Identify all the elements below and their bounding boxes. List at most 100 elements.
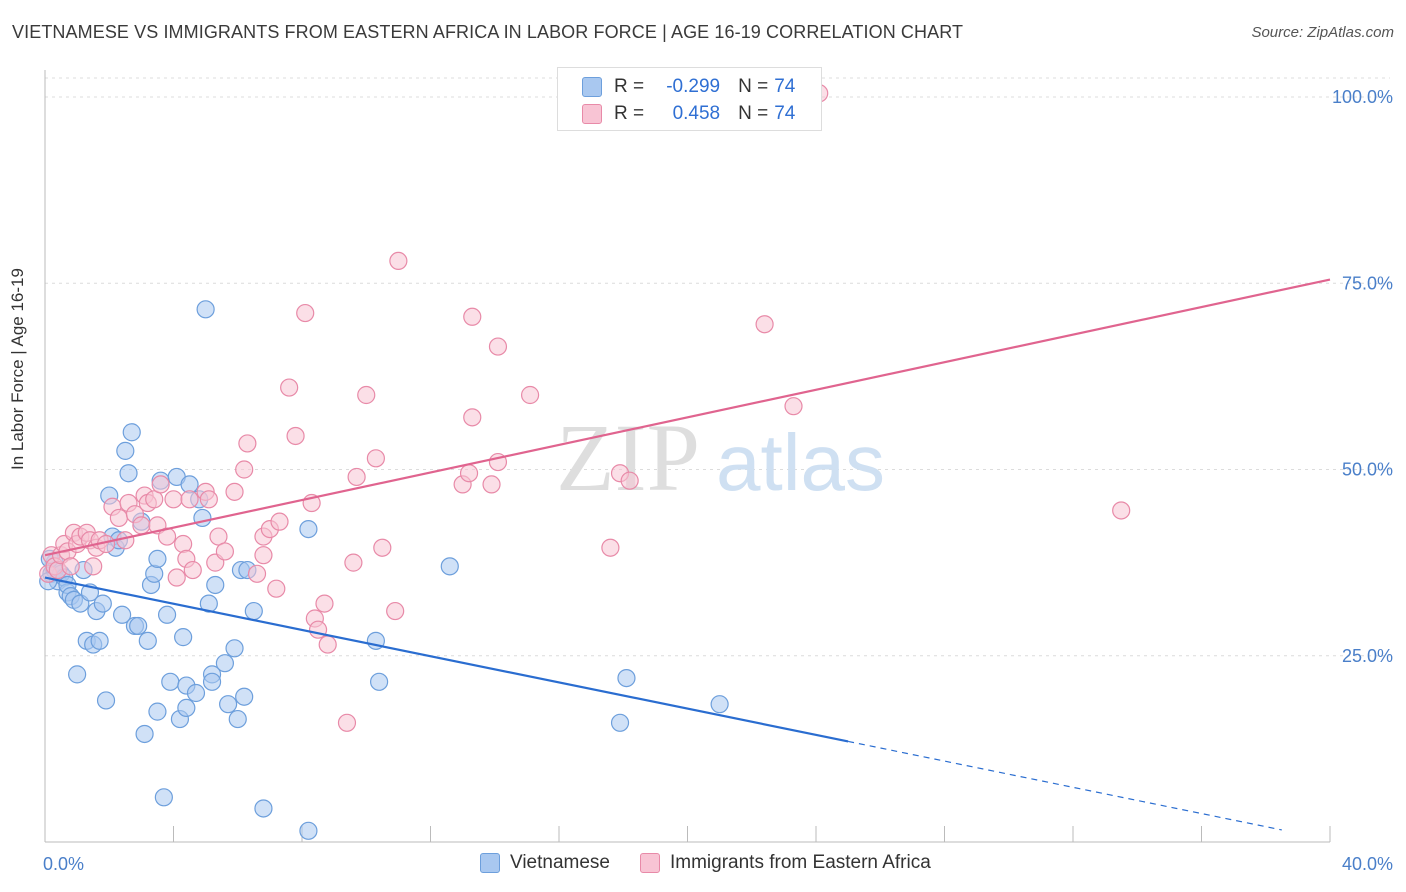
- y-tick-label: 50.0%: [1342, 460, 1393, 480]
- point-vietnamese: [119, 464, 138, 483]
- point-eastern-africa: [280, 378, 299, 397]
- point-eastern-africa: [357, 385, 376, 405]
- series-label-vietnamese: Vietnamese: [510, 852, 610, 873]
- legend-n-value: 74: [774, 76, 796, 97]
- point-eastern-africa: [183, 560, 202, 580]
- series-swatch-vietnamese: [480, 853, 500, 873]
- point-vietnamese: [219, 695, 238, 714]
- point-eastern-africa: [488, 337, 508, 356]
- point-eastern-africa: [337, 713, 357, 732]
- point-eastern-africa: [61, 557, 80, 576]
- legend-n-label: N =: [738, 103, 769, 124]
- point-vietnamese: [196, 300, 215, 319]
- legend-n-value: 74: [774, 103, 796, 124]
- watermark: ZIP atlas: [556, 404, 885, 511]
- point-vietnamese: [299, 519, 318, 539]
- trend-line-vietnamese: [44, 576, 849, 743]
- point-vietnamese: [174, 628, 193, 647]
- point-eastern-africa: [286, 426, 305, 446]
- trend-line-eastern-africa: [44, 278, 1331, 557]
- point-vietnamese: [122, 423, 141, 442]
- point-vietnamese: [228, 709, 247, 729]
- axes: [44, 70, 1331, 843]
- series-swatch-eastern-africa: [640, 853, 660, 873]
- point-vietnamese: [157, 605, 177, 624]
- series-legend: Vietnamese Immigrants from Eastern Afric…: [480, 852, 961, 874]
- point-eastern-africa: [225, 482, 244, 501]
- point-eastern-africa: [235, 460, 254, 479]
- legend-n-label: N =: [738, 76, 769, 97]
- point-vietnamese: [202, 672, 222, 691]
- point-eastern-africa: [180, 490, 199, 509]
- point-eastern-africa: [463, 307, 482, 326]
- point-vietnamese: [145, 564, 164, 583]
- point-vietnamese: [68, 665, 87, 684]
- point-eastern-africa: [254, 546, 273, 565]
- point-eastern-africa: [784, 397, 803, 416]
- point-vietnamese: [96, 691, 116, 710]
- point-vietnamese: [129, 616, 148, 636]
- y-tick-label: 100.0%: [1332, 87, 1393, 107]
- point-eastern-africa: [482, 475, 501, 494]
- trend-lines: [44, 278, 1331, 831]
- point-vietnamese: [206, 575, 225, 595]
- point-vietnamese: [225, 639, 244, 658]
- point-eastern-africa: [296, 303, 315, 323]
- point-eastern-africa: [247, 564, 267, 583]
- series-legend-eastern-africa: Immigrants from Eastern Africa: [640, 852, 931, 874]
- legend-r-label: R =: [614, 103, 645, 124]
- point-vietnamese: [148, 549, 167, 569]
- point-vietnamese: [617, 668, 636, 688]
- point-eastern-africa: [164, 490, 183, 509]
- point-vietnamese: [138, 631, 157, 650]
- legend-r-label: R =: [614, 76, 645, 97]
- trend-extension-vietnamese: [848, 740, 1282, 831]
- point-eastern-africa: [344, 553, 363, 572]
- point-vietnamese: [254, 799, 273, 818]
- point-eastern-africa: [318, 635, 337, 654]
- y-tick-label: 75.0%: [1342, 273, 1393, 293]
- watermark-zip: ZIP: [556, 404, 700, 511]
- series-label-eastern-africa: Immigrants from Eastern Africa: [670, 852, 931, 873]
- point-eastern-africa: [132, 516, 151, 535]
- point-eastern-africa: [315, 594, 334, 613]
- point-vietnamese: [93, 594, 112, 613]
- data-points: [39, 84, 1131, 840]
- point-eastern-africa: [389, 251, 408, 270]
- point-eastern-africa: [267, 579, 286, 598]
- point-eastern-africa: [270, 512, 289, 531]
- point-eastern-africa: [520, 385, 540, 405]
- point-vietnamese: [154, 788, 173, 807]
- point-eastern-africa: [308, 620, 328, 639]
- legend-row-eastern-africa: R = 0.458 N = 74: [582, 102, 795, 126]
- legend-swatch-eastern-africa: [582, 104, 602, 124]
- point-vietnamese: [161, 672, 180, 691]
- point-vietnamese: [299, 821, 318, 840]
- point-vietnamese: [135, 724, 154, 744]
- point-vietnamese: [112, 605, 132, 624]
- point-eastern-africa: [620, 471, 639, 490]
- point-eastern-africa: [238, 434, 257, 453]
- x-tick-label: 40.0%: [1342, 854, 1393, 874]
- point-vietnamese: [148, 702, 167, 721]
- watermark-atlas: atlas: [716, 418, 885, 507]
- point-eastern-africa: [463, 408, 482, 427]
- point-vietnamese: [370, 672, 389, 691]
- point-eastern-africa: [151, 475, 170, 494]
- point-eastern-africa: [109, 508, 128, 528]
- x-tick-label: 0.0%: [43, 854, 84, 874]
- point-eastern-africa: [84, 557, 103, 576]
- point-eastern-africa: [167, 568, 186, 587]
- point-eastern-africa: [347, 467, 366, 487]
- point-eastern-africa: [601, 538, 620, 557]
- point-eastern-africa: [386, 601, 405, 621]
- point-vietnamese: [235, 687, 254, 706]
- point-eastern-africa: [215, 542, 234, 561]
- tick-labels: 25.0% 50.0% 75.0% 100.0% 0.0% 40.0%: [43, 87, 1393, 874]
- point-vietnamese: [610, 713, 630, 732]
- point-eastern-africa: [174, 534, 193, 554]
- point-eastern-africa: [459, 464, 479, 483]
- point-eastern-africa: [755, 315, 774, 334]
- point-vietnamese: [177, 698, 196, 718]
